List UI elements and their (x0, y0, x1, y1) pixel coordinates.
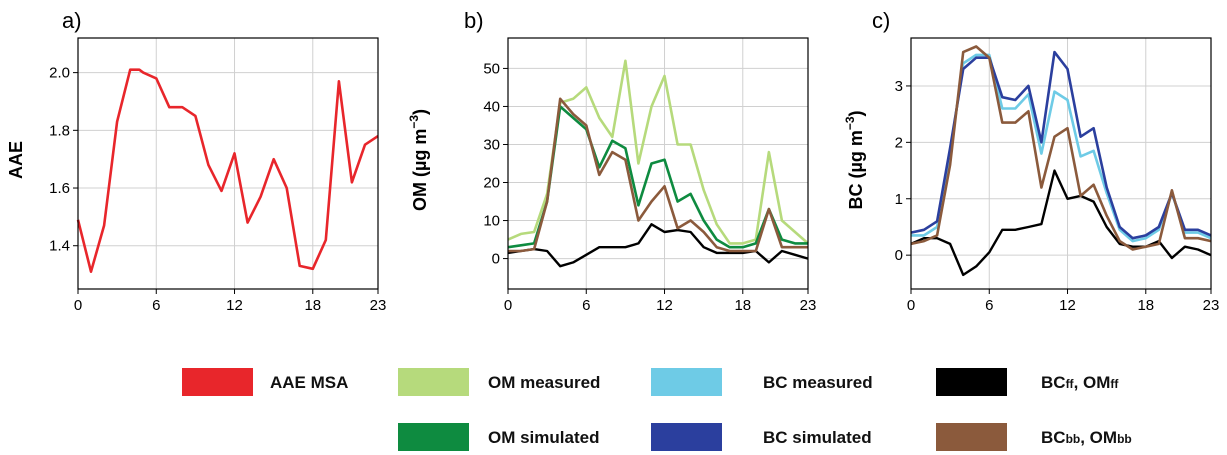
x-tick-label: 12 (1059, 297, 1076, 314)
legend-swatch (936, 423, 1007, 451)
panel-b-ylabel: OM (µg m−3) (407, 109, 430, 211)
legend-label: BCbb, OMbb (1041, 428, 1132, 447)
x-tick-label: 0 (74, 297, 82, 314)
y-tick-label: 1.4 (49, 238, 70, 255)
panel-b-plot-area: 0 6 12 18 23 0 10 20 30 40 50 (483, 37, 817, 314)
series-line-bcff-omff (507, 223, 809, 268)
legend-swatch (651, 368, 722, 396)
y-tick-label: 1.8 (49, 122, 70, 139)
legend-swatch (651, 423, 722, 451)
legend-swatch (936, 368, 1007, 396)
series-line-bcff-omff (910, 169, 1212, 277)
panel-b-om: b) OM (µg m−3) 0 6 12 18 23 0 10 20 30 40 50 (407, 8, 816, 314)
y-tick-label: 10 (483, 213, 500, 230)
plot-frame (77, 37, 379, 290)
legend-swatch (398, 368, 469, 396)
panel-c-letter: c) (872, 8, 890, 33)
y-tick-label: 2 (895, 134, 903, 151)
legend-swatch (398, 423, 469, 451)
y-tick-label: 20 (483, 175, 500, 192)
panel-a-ylabel: AAE (6, 141, 26, 179)
x-tick-label: 23 (1203, 297, 1220, 314)
x-tick-label: 18 (304, 297, 321, 314)
legend-label: OM measured (488, 373, 600, 392)
y-tick-label: 50 (483, 60, 500, 77)
y-tick-label: 2.0 (49, 65, 70, 82)
x-tick-label: 23 (800, 297, 817, 314)
y-tick-label: 1 (895, 191, 903, 208)
legend-label: AAE MSA (270, 373, 348, 392)
legend-label: BC measured (763, 373, 873, 392)
panel-c-ylabel: BC (µg m−3) (843, 110, 866, 209)
y-tick-label: 30 (483, 136, 500, 153)
x-tick-label: 6 (985, 297, 993, 314)
x-tick-label: 0 (907, 297, 915, 314)
x-tick-label: 18 (1137, 297, 1154, 314)
legend-label: BCff, OMff (1041, 373, 1119, 392)
panel-a-letter: a) (62, 8, 82, 33)
y-tick-label: 0 (492, 251, 500, 268)
panel-a-aae: a) AAE 0 6 12 18 23 1.4 1.6 1.8 2.0 (6, 8, 386, 314)
x-tick-label: 0 (504, 297, 512, 314)
series-line-aae-msa (76, 68, 379, 274)
legend: AAE MSA OM measured BC measured BCff, OMff O… (182, 368, 1132, 451)
y-tick-label: 0 (895, 247, 903, 264)
series-line-bcbb-ombb (508, 97, 808, 253)
legend-swatch (182, 368, 253, 396)
plot-frame (910, 37, 1212, 290)
series-line-bcbb-ombb (910, 45, 1212, 251)
x-tick-label: 23 (370, 297, 387, 314)
x-tick-label: 12 (656, 297, 673, 314)
x-tick-label: 12 (226, 297, 243, 314)
panel-b-letter: b) (464, 8, 484, 33)
x-tick-label: 6 (152, 297, 160, 314)
y-tick-label: 1.6 (49, 180, 70, 197)
legend-label: BC simulated (763, 428, 872, 447)
y-tick-label: 40 (483, 98, 500, 115)
x-tick-label: 6 (582, 297, 590, 314)
x-tick-label: 18 (734, 297, 751, 314)
legend-label: OM simulated (488, 428, 599, 447)
plot-frame (507, 37, 809, 290)
panel-a-plot-area: 0 6 12 18 23 1.4 1.6 1.8 2.0 (49, 37, 387, 314)
y-tick-label: 3 (895, 78, 903, 95)
